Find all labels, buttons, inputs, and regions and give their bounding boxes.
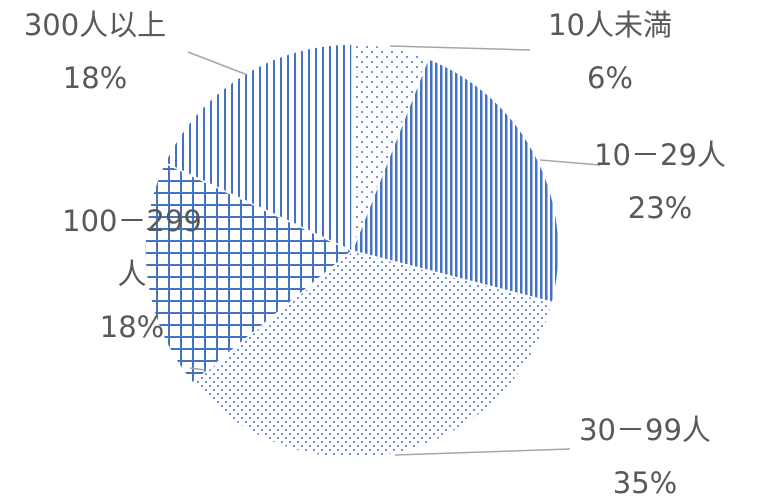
pie-slice-3 [191,250,554,459]
slice-percent-4: 18% [100,310,164,344]
pie-slice-5 [163,43,353,253]
leader-line-5 [187,51,246,75]
leader-line-2 [539,159,601,166]
slice-percent-1: 6% [587,61,633,95]
leader-line-3 [394,448,571,456]
leader-line-4 [189,367,206,371]
pie-slice-4 [144,161,354,385]
leader-line-1 [389,45,531,51]
slice-percent-3: 35% [613,466,677,498]
slice-percent-5: 18% [63,61,127,95]
slice-percent-2: 23% [628,191,692,225]
slice-label-3: 30－99人 [579,413,711,447]
slice-label-1: 10人未満 [548,8,672,42]
slice-label-2: 10－29人 [594,138,726,172]
slice-label-5: 300人以上 [24,8,166,42]
slice-label-4-line-2: 人 [117,257,146,291]
pie-slice-2 [350,57,560,304]
slice-label-4-line-1: 100－299 [62,204,202,238]
